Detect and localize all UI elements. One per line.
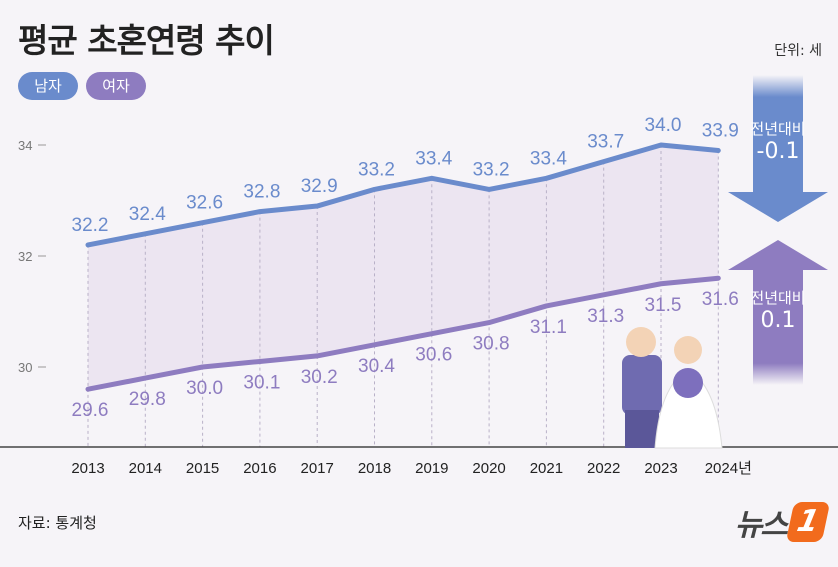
men-data-label: 32.4 <box>129 204 166 225</box>
logo-mark: 1 <box>785 502 831 542</box>
y-tick-label: 34 <box>18 138 32 153</box>
women-data-label: 31.6 <box>702 289 739 310</box>
men-data-label: 33.2 <box>358 159 395 180</box>
men-data-label: 33.4 <box>415 148 452 169</box>
men-data-label: 33.4 <box>530 148 567 169</box>
x-tick-label: 2020 <box>472 460 505 477</box>
bride-bouquet <box>673 368 703 398</box>
women-data-label: 31.3 <box>587 306 624 327</box>
source-note: 자료: 통계청 <box>18 514 97 532</box>
women-data-label: 31.1 <box>530 317 567 338</box>
unit-label: 단위: 세 <box>774 43 822 59</box>
women-data-label: 30.2 <box>301 367 338 388</box>
women-data-label: 29.6 <box>72 400 109 421</box>
men-data-label: 34.0 <box>645 115 682 136</box>
x-tick-label: 2014 <box>129 460 162 477</box>
women-data-label: 29.8 <box>129 389 166 410</box>
legend-men: 남자 <box>18 72 78 100</box>
men-data-label: 32.6 <box>186 193 223 214</box>
groom-suit <box>622 355 662 415</box>
groom-legs <box>625 410 659 448</box>
women-change-label: 전년대비 <box>750 289 806 307</box>
x-tick-label: 2022 <box>587 460 620 477</box>
men-data-label: 32.8 <box>243 182 280 203</box>
y-tick-label: 32 <box>18 249 32 264</box>
women-data-label: 30.0 <box>186 378 223 399</box>
men-data-label: 33.9 <box>702 121 739 142</box>
women-change-annotation: 전년대비 0.1 <box>738 287 818 333</box>
x-tick-label: 2024년 <box>705 460 752 477</box>
legend-women: 여자 <box>86 72 146 100</box>
groom-head <box>626 327 656 357</box>
news1-logo: 뉴스 1 <box>734 500 831 544</box>
men-line <box>85 142 721 248</box>
women-data-label: 30.6 <box>415 345 452 366</box>
men-data-label: 33.2 <box>473 159 510 180</box>
x-tick-label: 2015 <box>186 460 219 477</box>
logo-text: 뉴스 <box>734 508 788 543</box>
men-data-label: 33.7 <box>587 132 624 153</box>
women-data-label: 30.8 <box>473 334 510 355</box>
y-tick-label: 30 <box>18 360 32 375</box>
women-change-arrow <box>728 240 828 385</box>
women-data-label: 31.5 <box>645 295 682 316</box>
bride-head <box>674 336 702 364</box>
x-tick-label: 2021 <box>530 460 563 477</box>
men-change-value: -0.1 <box>756 139 800 164</box>
x-tick-label: 2019 <box>415 460 448 477</box>
men-data-label: 32.2 <box>72 215 109 236</box>
x-tick-label: 2018 <box>358 460 391 477</box>
x-tick-label: 2013 <box>71 460 104 477</box>
women-data-label: 30.4 <box>358 356 395 377</box>
x-tick-label: 2016 <box>243 460 276 477</box>
x-tick-label: 2023 <box>644 460 677 477</box>
men-change-arrow <box>728 75 828 222</box>
women-change-value: 0.1 <box>760 308 796 333</box>
men-change-label: 전년대비 <box>750 120 806 138</box>
chart-title: 평균 초혼연령 추이 <box>18 21 275 60</box>
men-change-annotation: 전년대비 -0.1 <box>738 118 818 164</box>
men-data-label: 32.9 <box>301 176 338 197</box>
women-data-label: 30.1 <box>243 372 280 393</box>
gap-area <box>88 145 719 390</box>
women-line <box>85 275 721 392</box>
x-tick-label: 2017 <box>301 460 334 477</box>
